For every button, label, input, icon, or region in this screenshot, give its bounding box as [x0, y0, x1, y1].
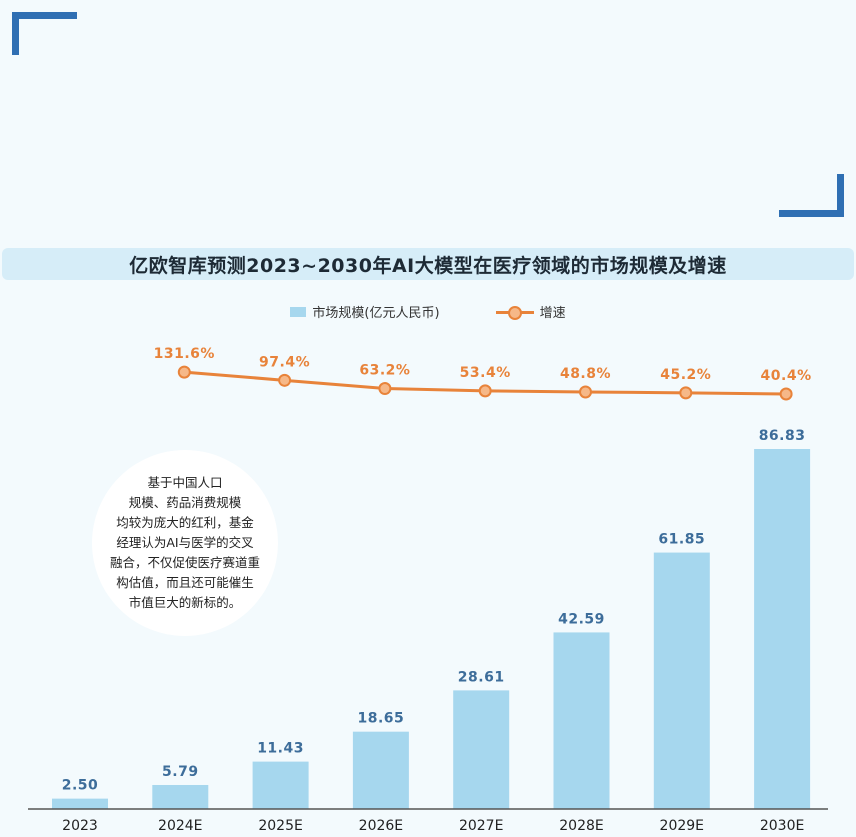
x-tick-label: 2026E [359, 818, 403, 834]
growth-point [478, 384, 492, 398]
bar-2030E [754, 449, 811, 809]
bar-value-label: 2.50 [62, 778, 99, 794]
bar-2025E [252, 761, 309, 809]
legend-item-growth: 增速 [495, 302, 566, 321]
x-tick-label: 2029E [660, 818, 704, 834]
growth-value-label: 53.4% [460, 365, 511, 381]
growth-value-label: 97.4% [259, 354, 310, 370]
growth-point [278, 373, 292, 387]
x-tick-label: 2025E [258, 818, 302, 834]
growth-point [177, 365, 191, 379]
corner-decoration-top-left [12, 12, 77, 55]
growth-value-label: 40.4% [761, 368, 812, 384]
bar-2024E [152, 784, 209, 809]
bar-2027E [453, 690, 510, 809]
growth-value-label: 48.8% [560, 366, 611, 382]
chart-legend: 市场规模(亿元人民币) 增速 [0, 302, 856, 321]
legend-bar-swatch [290, 306, 307, 317]
bar-2028E [553, 632, 610, 809]
note-bubble: 基于中国人口 规模、药品消费规模 均较为庞大的红利，基金 经理认为AI与医学的交… [92, 450, 278, 636]
corner-decoration-bottom-right [779, 174, 844, 217]
bar-2029E [653, 552, 710, 809]
bar-value-label: 18.65 [358, 711, 405, 727]
legend-item-market-size: 市场规模(亿元人民币) [290, 302, 440, 321]
x-tick-label: 2024E [158, 818, 202, 834]
legend-label-growth: 增速 [539, 306, 566, 321]
growth-point [579, 385, 592, 399]
growth-point [779, 387, 793, 401]
chart-title: 亿欧智库预测2023~2030年AI大模型在医疗领域的市场规模及增速 [129, 254, 727, 277]
x-tick-label: 2028E [559, 818, 603, 834]
bar-2026E [352, 731, 409, 809]
bar-value-label: 5.79 [162, 764, 199, 780]
chart-title-bar: 亿欧智库预测2023~2030年AI大模型在医疗领域的市场规模及增速 [2, 248, 854, 280]
bar-value-label: 86.83 [759, 428, 806, 444]
bar-value-label: 42.59 [558, 611, 605, 627]
bar-value-label: 28.61 [458, 669, 505, 685]
legend-label-market-size: 市场规模(亿元人民币) [312, 306, 440, 321]
bar-value-label: 61.85 [658, 532, 705, 548]
legend-line-marker [495, 305, 534, 320]
x-tick-label: 2023 [62, 818, 98, 834]
growth-point [378, 382, 392, 396]
growth-value-label: 131.6% [154, 346, 215, 362]
bar-2023 [52, 798, 108, 809]
x-tick-label: 2027E [459, 818, 503, 834]
growth-value-label: 63.2% [359, 363, 410, 379]
bar-value-label: 11.43 [257, 741, 304, 757]
growth-value-label: 45.2% [660, 367, 711, 383]
note-text: 基于中国人口 规模、药品消费规模 均较为庞大的红利，基金 经理认为AI与医学的交… [110, 475, 261, 610]
growth-point [679, 386, 693, 400]
x-tick-label: 2030E [760, 818, 804, 834]
